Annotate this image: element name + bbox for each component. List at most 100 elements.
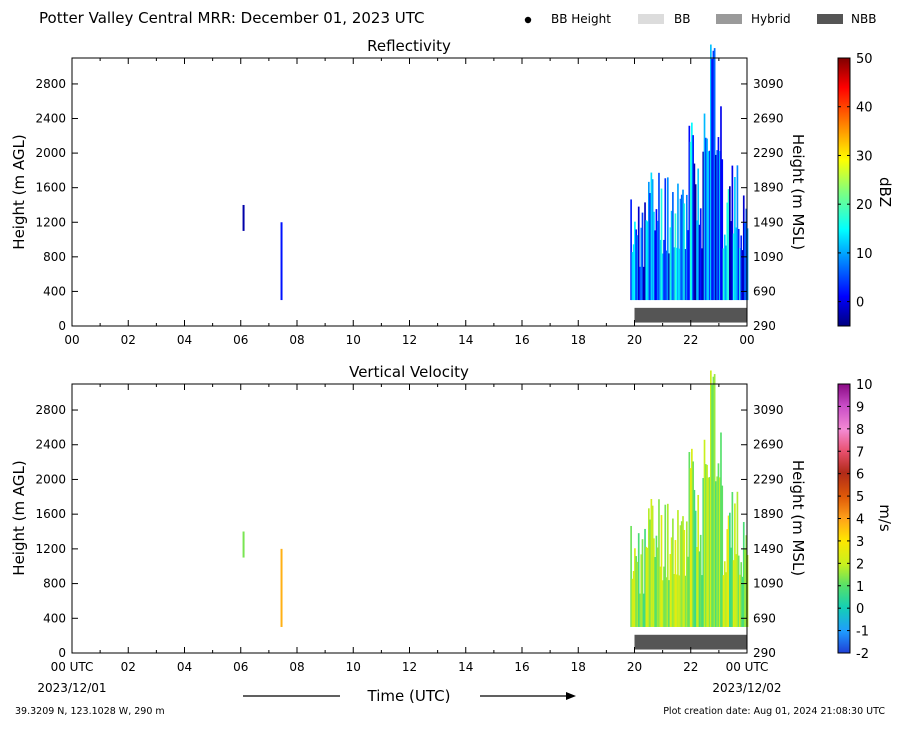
x-tick-label: 02 <box>121 660 136 674</box>
echo-column <box>630 525 632 627</box>
y-right-tick-label: 3090 <box>753 77 784 91</box>
echo-column <box>745 535 748 627</box>
echo-column <box>684 575 687 627</box>
echo-column <box>655 535 658 627</box>
echo-column <box>634 548 636 627</box>
echo-column <box>645 220 648 301</box>
end-date-label: 2023/12/02 <box>712 681 781 695</box>
echo-column <box>740 235 743 301</box>
echo-column <box>632 571 635 627</box>
echo-column <box>737 228 740 301</box>
y-tick-label: 400 <box>43 284 66 298</box>
echo-column <box>665 577 668 627</box>
colorbar-tick-label: 9 <box>856 400 864 415</box>
echo-column <box>739 248 741 301</box>
echo-column <box>731 491 734 627</box>
echo-column <box>668 580 670 627</box>
echo-column <box>745 208 748 301</box>
colorbar-tick-label: -2 <box>856 647 869 662</box>
echo-column <box>675 574 678 627</box>
echo-column <box>663 566 665 627</box>
echo-column <box>694 184 697 301</box>
echo-column <box>734 503 736 627</box>
y-right-tick-label: 290 <box>753 646 776 660</box>
echo-column <box>732 233 735 301</box>
echo-column <box>646 221 649 301</box>
y-right-tick-label: 2690 <box>753 438 784 452</box>
y-tick-label: 0 <box>58 319 66 333</box>
echo-column <box>712 376 715 627</box>
echo-column <box>630 199 632 301</box>
echo-column <box>729 512 731 627</box>
bb-height-legend-dot <box>524 16 532 24</box>
echo-column <box>717 463 720 627</box>
colorbar-tick-label: 0 <box>856 296 864 311</box>
echo-column <box>650 498 653 627</box>
x-tick-label: 18 <box>571 660 586 674</box>
hybrid-legend-swatch <box>716 14 742 24</box>
echo-column <box>699 208 702 301</box>
echo-column <box>670 537 673 627</box>
echo-column <box>645 546 648 627</box>
x-tick-label: 10 <box>346 660 361 674</box>
reflectivity-axis-ticks: 00 02 04 06 08 10 12 14 16 18 20 22 0004008001200160… <box>35 58 784 347</box>
reflectivity-colorbar: 0 10 20 30 40 50 <box>837 52 873 327</box>
echo-column <box>722 248 725 301</box>
echo-column <box>655 209 658 301</box>
nbb-legend-swatch <box>817 14 843 24</box>
echo-column <box>668 253 670 301</box>
velocity-axis-ticks: 00 UTC 02 04 06 08 10 12 14 16 18 20 22 00 UTC040080… <box>35 384 784 674</box>
echo-column <box>721 485 724 627</box>
colorbar-tick-label: 7 <box>856 445 864 460</box>
echo-column <box>660 515 663 627</box>
echo-column <box>692 135 694 301</box>
echo-column <box>635 556 638 627</box>
y-right-tick-label: 2690 <box>753 112 784 126</box>
echo-column <box>691 122 693 301</box>
echo-column <box>639 266 641 301</box>
velocity-ylabel-right: Height (m MSL) <box>789 460 807 576</box>
x-tick-label: 04 <box>177 333 192 347</box>
echo-column <box>715 481 717 627</box>
echo-column <box>683 203 686 301</box>
y-tick-label: 1600 <box>35 181 66 195</box>
bb-legend-label: BB <box>674 12 690 26</box>
echo-column <box>636 561 639 627</box>
echo-column <box>704 137 707 301</box>
x-tick-label: 08 <box>289 660 304 674</box>
echo-column <box>632 244 635 301</box>
echo-column <box>648 508 650 627</box>
echo-column <box>660 188 663 301</box>
echo-column <box>666 503 669 627</box>
echo-column <box>730 547 732 627</box>
hybrid-legend-label: Hybrid <box>751 12 791 26</box>
echo-column <box>639 593 641 627</box>
echo-column <box>698 551 701 627</box>
bb-legend-swatch <box>638 14 664 24</box>
echo-column <box>649 519 651 627</box>
echo-column <box>725 572 727 627</box>
echo-column <box>653 211 655 301</box>
reflectivity-title: Reflectivity <box>367 37 451 55</box>
echo-column <box>704 464 707 627</box>
echo-column <box>682 189 684 301</box>
echo-column <box>670 210 673 301</box>
x-tick-label: 20 <box>627 333 642 347</box>
echo-column <box>654 557 656 627</box>
echo-column <box>653 538 655 627</box>
echo-column <box>675 247 678 301</box>
echo-column <box>708 150 711 301</box>
echo-column <box>734 177 736 301</box>
echo-column <box>718 151 721 301</box>
echo-column <box>735 554 737 627</box>
echo-column <box>726 202 729 301</box>
echo-column <box>673 247 675 301</box>
echo-column <box>656 220 659 301</box>
echo-column <box>707 477 710 627</box>
echo-column <box>669 227 672 301</box>
echo-column <box>713 374 716 627</box>
velocity-ylabel: Height (m AGL) <box>10 460 28 575</box>
echo-column <box>650 172 653 301</box>
x-tick-label: 00 UTC <box>51 660 94 674</box>
